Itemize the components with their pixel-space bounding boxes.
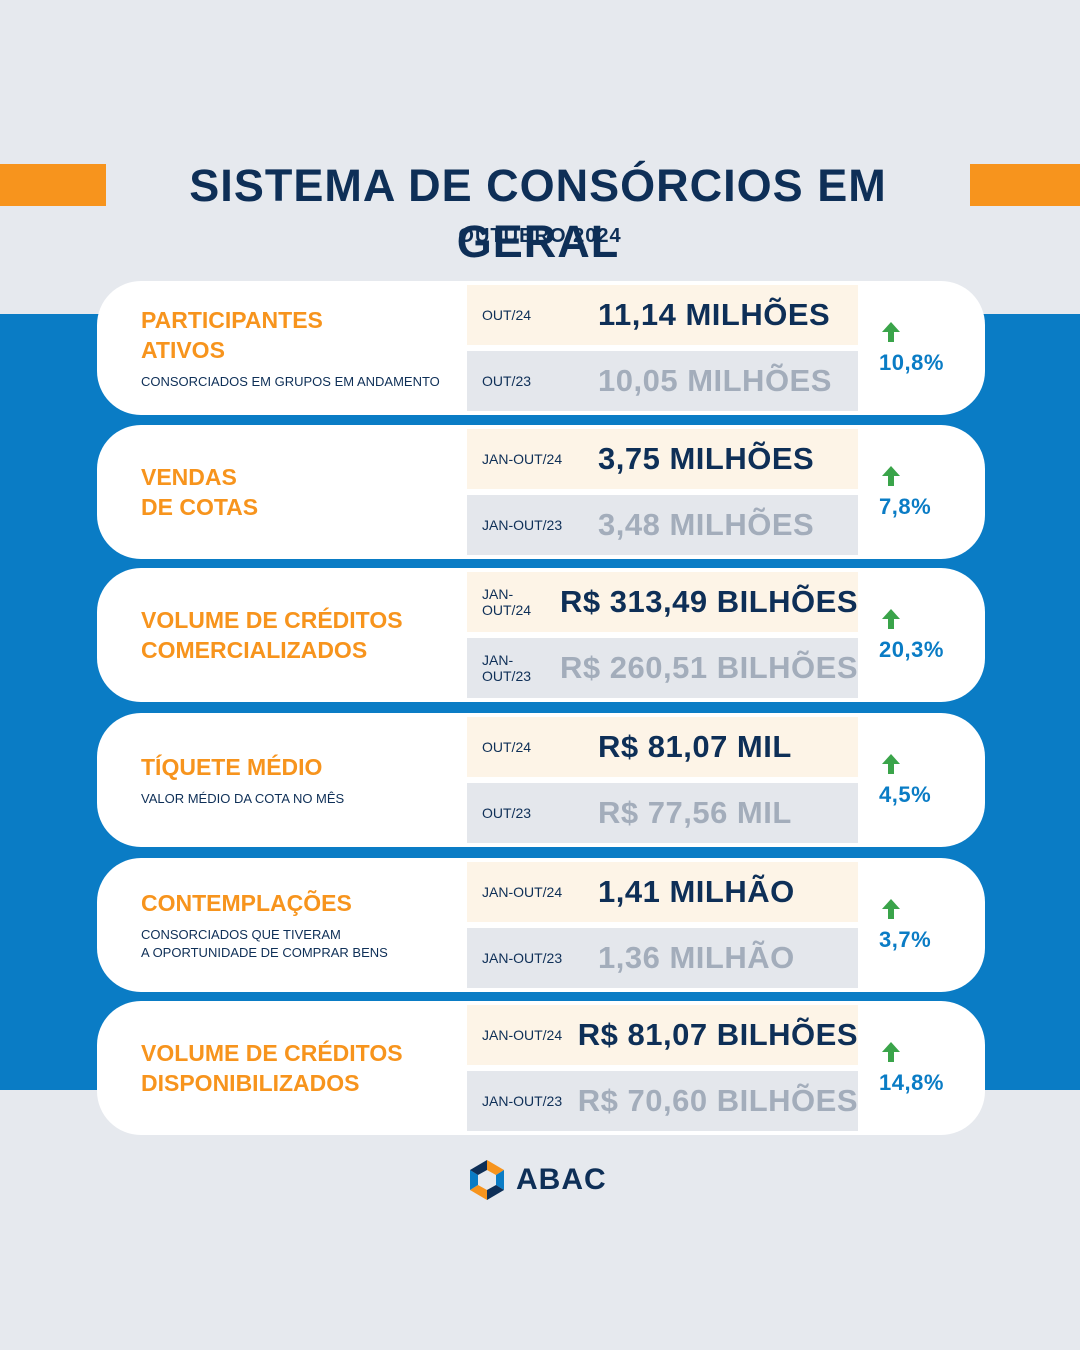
previous-period: JAN-OUT/23 bbox=[482, 950, 563, 966]
card-title: PARTICIPANTES ATIVOS bbox=[141, 307, 323, 363]
change-block: 7,8% bbox=[879, 425, 969, 559]
card-title: TÍQUETE MÉDIO bbox=[141, 754, 323, 780]
previous-row: JAN-OUT/23 R$ 70,60 BILHÕES bbox=[467, 1071, 858, 1131]
current-period: JAN-OUT/24 bbox=[482, 884, 563, 900]
change-percent: 7,8% bbox=[879, 494, 932, 519]
current-period: OUT/24 bbox=[482, 739, 532, 755]
card-label: VENDAS DE COTAS bbox=[141, 425, 461, 559]
change-block: 14,8% bbox=[879, 1001, 969, 1135]
current-value: 3,75 MILHÕES bbox=[598, 441, 815, 476]
abac-logo-text: ABAC bbox=[516, 1163, 607, 1196]
change-percent: 20,3% bbox=[879, 637, 944, 662]
abac-logo-icon bbox=[470, 1160, 504, 1200]
previous-row: JAN-OUT/23 R$ 260,51 BILHÕES bbox=[467, 638, 858, 698]
current-row: JAN-OUT/24 R$ 81,07 BILHÕES bbox=[467, 1005, 858, 1065]
stat-card-tiquete-medio: TÍQUETE MÉDIO VALOR MÉDIO DA COTA NO MÊS… bbox=[97, 713, 985, 847]
current-row: OUT/24 11,14 MILHÕES bbox=[467, 285, 858, 345]
card-label: TÍQUETE MÉDIO VALOR MÉDIO DA COTA NO MÊS bbox=[141, 713, 461, 847]
card-label: VOLUME DE CRÉDITOS COMERCIALIZADOS bbox=[141, 568, 461, 702]
change-percent: 3,7% bbox=[879, 927, 932, 952]
arrow-up-icon bbox=[882, 609, 900, 629]
current-value: 11,14 MILHÕES bbox=[598, 297, 831, 332]
change-percent: 14,8% bbox=[879, 1070, 944, 1095]
arrow-up-icon bbox=[882, 754, 900, 774]
change-block: 4,5% bbox=[879, 713, 969, 847]
previous-row: OUT/23 R$ 77,56 MIL bbox=[467, 783, 858, 843]
previous-value: 1,36 MILHÃO bbox=[598, 940, 795, 975]
change-block: 20,3% bbox=[879, 568, 969, 702]
previous-value: 10,05 MILHÕES bbox=[598, 363, 832, 398]
card-title: VOLUME DE CRÉDITOS DISPONIBILIZADOS bbox=[141, 1040, 403, 1096]
change-block: 10,8% bbox=[879, 281, 969, 415]
current-period: OUT/24 bbox=[482, 307, 532, 323]
stat-card-creditos-comercializados: VOLUME DE CRÉDITOS COMERCIALIZADOS JAN-O… bbox=[97, 568, 985, 702]
current-row: JAN-OUT/24 R$ 313,49 BILHÕES bbox=[467, 572, 858, 632]
stat-card-contemplacoes: CONTEMPLAÇÕES CONSORCIADOS QUE TIVERAM A… bbox=[97, 858, 985, 992]
title-accent-left bbox=[0, 164, 106, 206]
card-title: CONTEMPLAÇÕES bbox=[141, 890, 352, 916]
arrow-up-icon bbox=[882, 466, 900, 486]
previous-row: JAN-OUT/23 3,48 MILHÕES bbox=[467, 495, 858, 555]
abac-logo: ABAC bbox=[466, 1158, 607, 1202]
card-description: VALOR MÉDIO DA COTA NO MÊS bbox=[141, 791, 345, 806]
previous-value: R$ 260,51 BILHÕES bbox=[560, 650, 858, 685]
stat-card-participantes: PARTICIPANTES ATIVOS CONSORCIADOS EM GRU… bbox=[97, 281, 985, 415]
current-period: JAN-OUT/24 bbox=[482, 1027, 563, 1043]
page-subtitle: OUTUBRO/2024 bbox=[458, 225, 622, 247]
card-title: VOLUME DE CRÉDITOS COMERCIALIZADOS bbox=[141, 607, 403, 663]
previous-period: JAN-OUT/23 bbox=[482, 1093, 563, 1109]
change-percent: 4,5% bbox=[879, 782, 932, 807]
previous-period: OUT/23 bbox=[482, 805, 532, 821]
current-period: JAN-OUT/24 bbox=[482, 586, 532, 618]
title-accent-right bbox=[970, 164, 1080, 206]
previous-row: OUT/23 10,05 MILHÕES bbox=[467, 351, 858, 411]
previous-value: R$ 70,60 BILHÕES bbox=[577, 1083, 858, 1118]
arrow-up-icon bbox=[882, 322, 900, 342]
current-value: R$ 81,07 BILHÕES bbox=[577, 1017, 858, 1052]
card-label: PARTICIPANTES ATIVOS CONSORCIADOS EM GRU… bbox=[141, 281, 461, 415]
previous-value: 3,48 MILHÕES bbox=[598, 507, 815, 542]
previous-row: JAN-OUT/23 1,36 MILHÃO bbox=[467, 928, 858, 988]
current-period: JAN-OUT/24 bbox=[482, 451, 563, 467]
current-value: 1,41 MILHÃO bbox=[598, 874, 795, 909]
current-row: JAN-OUT/24 1,41 MILHÃO bbox=[467, 862, 858, 922]
current-value: R$ 81,07 MIL bbox=[598, 729, 792, 764]
current-row: JAN-OUT/24 3,75 MILHÕES bbox=[467, 429, 858, 489]
card-label: VOLUME DE CRÉDITOS DISPONIBILIZADOS bbox=[141, 1001, 461, 1135]
card-title: VENDAS DE COTAS bbox=[141, 464, 259, 520]
previous-value: R$ 77,56 MIL bbox=[598, 795, 792, 830]
stat-card-creditos-disponibilizados: VOLUME DE CRÉDITOS DISPONIBILIZADOS JAN-… bbox=[97, 1001, 985, 1135]
card-description: CONSORCIADOS EM GRUPOS EM ANDAMENTO bbox=[141, 374, 440, 389]
arrow-up-icon bbox=[882, 899, 900, 919]
change-block: 3,7% bbox=[879, 858, 969, 992]
stat-card-vendas: VENDAS DE COTAS JAN-OUT/24 3,75 MILHÕES … bbox=[97, 425, 985, 559]
change-percent: 10,8% bbox=[879, 350, 944, 375]
card-label: CONTEMPLAÇÕES CONSORCIADOS QUE TIVERAM A… bbox=[141, 858, 461, 992]
arrow-up-icon bbox=[882, 1042, 900, 1062]
previous-period: JAN-OUT/23 bbox=[482, 517, 563, 533]
current-value: R$ 313,49 BILHÕES bbox=[560, 584, 858, 619]
card-description: CONSORCIADOS QUE TIVERAM A OPORTUNIDADE … bbox=[141, 927, 388, 960]
current-row: OUT/24 R$ 81,07 MIL bbox=[467, 717, 858, 777]
previous-period: OUT/23 bbox=[482, 373, 532, 389]
previous-period: JAN-OUT/23 bbox=[482, 652, 532, 684]
page-title: SISTEMA DE CONSÓRCIOS EM GERAL bbox=[189, 160, 887, 267]
